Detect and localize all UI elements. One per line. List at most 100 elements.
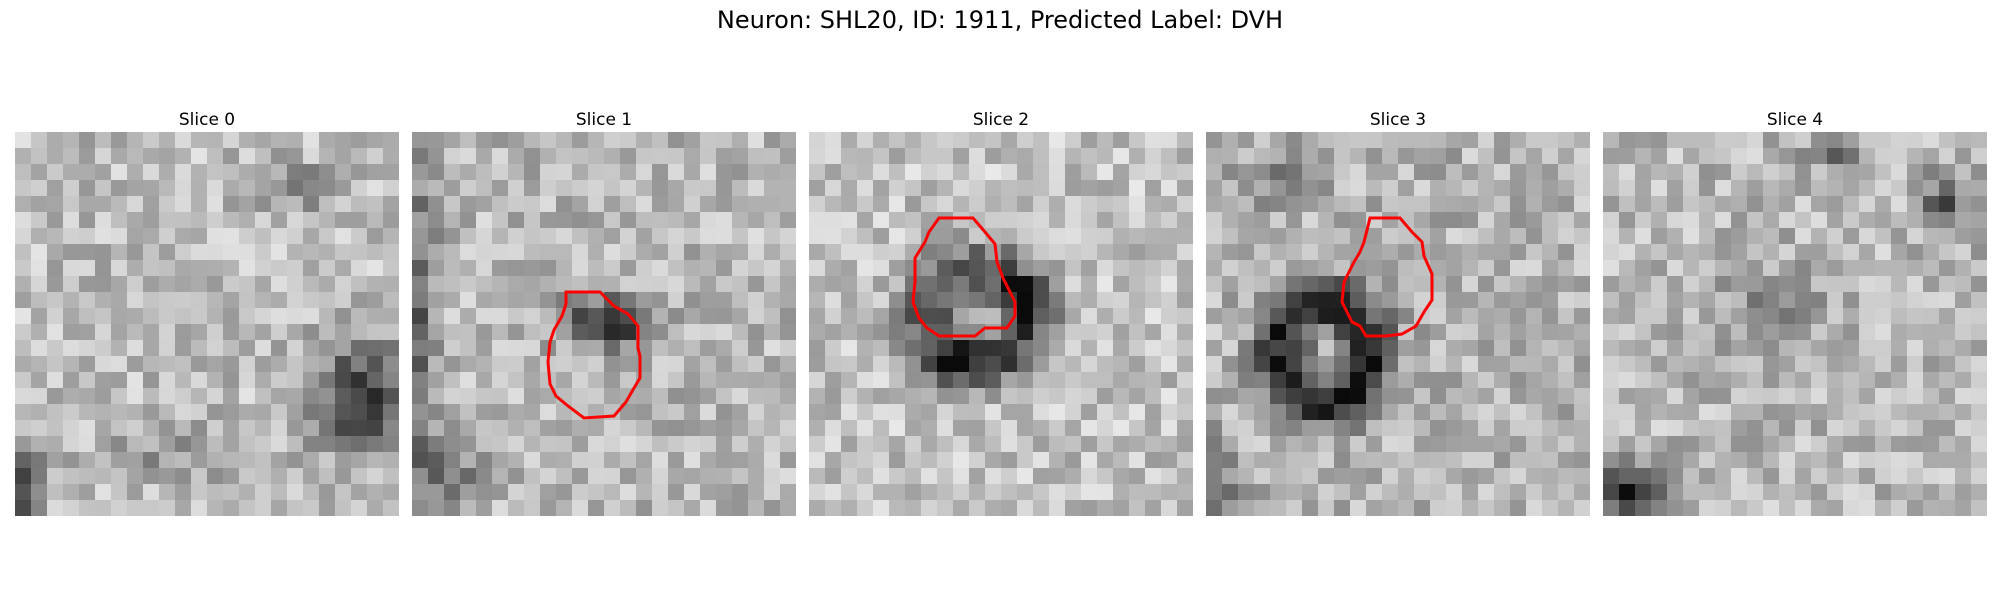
pixel: [1366, 212, 1383, 229]
pixel: [1049, 340, 1066, 357]
pixel: [79, 388, 96, 405]
pixel: [1635, 180, 1652, 197]
pixel: [428, 244, 445, 261]
pixel: [732, 484, 749, 501]
pixel: [1635, 212, 1652, 229]
pixel: [764, 404, 781, 421]
pixel: [1017, 356, 1034, 373]
pixel: [1939, 308, 1956, 325]
pixel: [492, 164, 509, 181]
pixel: [1827, 420, 1844, 437]
pixel: [841, 452, 858, 469]
pixel: [985, 148, 1002, 165]
pixel: [1526, 324, 1543, 341]
pixel: [239, 196, 256, 213]
pixel: [1334, 388, 1351, 405]
pixel: [367, 324, 384, 341]
pixel: [1651, 500, 1668, 516]
pixel: [1667, 324, 1684, 341]
pixel: [620, 340, 637, 357]
pixel: [524, 228, 541, 245]
pixel: [303, 388, 320, 405]
pixel: [460, 484, 477, 501]
pixel: [383, 388, 399, 405]
pixel: [905, 260, 922, 277]
pixel: [572, 308, 589, 325]
pixel: [1683, 308, 1700, 325]
pixel: [428, 132, 445, 149]
pixel: [1731, 452, 1748, 469]
pixel: [1907, 484, 1924, 501]
pixel: [1286, 372, 1303, 389]
pixel: [1366, 324, 1383, 341]
pixel: [1270, 148, 1287, 165]
pixel: [716, 468, 733, 485]
pixel: [1478, 180, 1495, 197]
pixel: [1033, 452, 1050, 469]
pixel: [620, 244, 637, 261]
pixel: [476, 388, 493, 405]
pixel: [367, 356, 384, 373]
pixel: [1254, 228, 1271, 245]
pixel: [508, 388, 525, 405]
pixel: [111, 164, 128, 181]
pixel: [556, 484, 573, 501]
pixel: [825, 132, 842, 149]
pixel: [1635, 484, 1652, 501]
pixel: [572, 148, 589, 165]
pixel: [287, 212, 304, 229]
pixel: [1097, 228, 1114, 245]
pixel: [351, 420, 368, 437]
pixel: [1350, 484, 1367, 501]
pixel: [1747, 484, 1764, 501]
pixel: [1270, 244, 1287, 261]
pixel: [1747, 308, 1764, 325]
pixel: [1065, 484, 1082, 501]
pixel: [1065, 404, 1082, 421]
pixel: [79, 212, 96, 229]
pixel: [1939, 420, 1956, 437]
pixel: [111, 212, 128, 229]
pixel: [335, 308, 352, 325]
pixel: [1843, 468, 1860, 485]
pixel: [1907, 324, 1924, 341]
pixel: [889, 196, 906, 213]
pixel: [732, 452, 749, 469]
pixel: [31, 500, 48, 516]
pixel: [1129, 484, 1146, 501]
pixel: [1286, 308, 1303, 325]
pixel: [428, 420, 445, 437]
pixel: [1017, 132, 1034, 149]
pixel: [255, 260, 272, 277]
pixel: [31, 164, 48, 181]
pixel: [111, 292, 128, 309]
pixel: [1526, 148, 1543, 165]
pixel: [63, 228, 80, 245]
pixel: [1414, 212, 1431, 229]
pixel: [1161, 452, 1178, 469]
pixel: [1145, 196, 1162, 213]
pixel: [1558, 180, 1575, 197]
pixel: [857, 180, 874, 197]
pixel: [969, 324, 986, 341]
pixel: [508, 148, 525, 165]
pixel: [1715, 180, 1732, 197]
pixel: [1795, 164, 1812, 181]
pixel: [95, 500, 112, 516]
pixel: [652, 244, 669, 261]
pixel: [1763, 132, 1780, 149]
pixel: [700, 244, 717, 261]
pixel: [239, 148, 256, 165]
pixel: [668, 308, 685, 325]
pixel: [508, 292, 525, 309]
pixel: [1081, 308, 1098, 325]
pixel: [732, 340, 749, 357]
pixel: [255, 276, 272, 293]
pixel: [111, 484, 128, 501]
pixel: [1177, 484, 1193, 501]
pixel: [175, 372, 192, 389]
pixel: [732, 468, 749, 485]
pixel: [1683, 436, 1700, 453]
pixel: [1619, 340, 1636, 357]
pixel: [716, 484, 733, 501]
